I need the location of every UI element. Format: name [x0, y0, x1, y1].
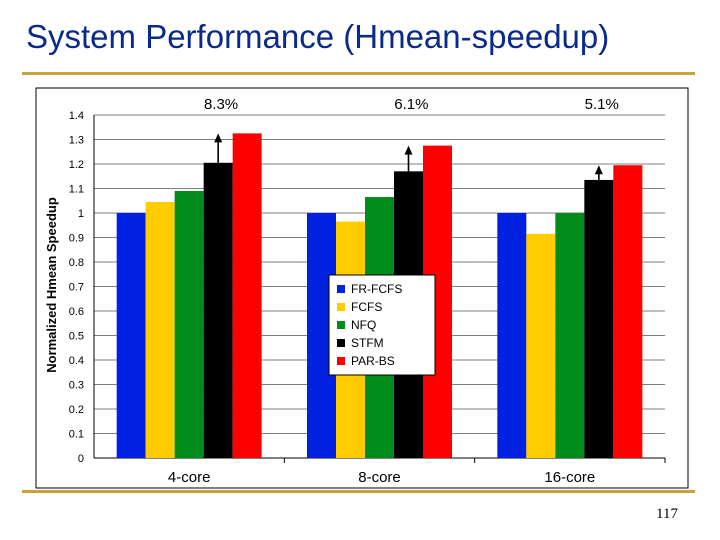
legend-entry: STFM	[351, 336, 384, 350]
bar	[232, 133, 262, 458]
y-tick-label: 0.1	[69, 429, 84, 441]
y-tick-label: 0.7	[69, 282, 84, 294]
bar	[145, 201, 175, 458]
arrow-head	[404, 145, 413, 155]
arrow-head	[214, 133, 223, 143]
y-tick-label: 0.4	[69, 355, 84, 367]
bar	[116, 213, 146, 458]
improvement-label: 5.1%	[585, 96, 619, 113]
improvement-annotations: 8.3% 6.1% 5.1%	[204, 96, 619, 113]
legend-swatch	[337, 321, 345, 329]
legend-entry: FR-FCFS	[351, 282, 402, 296]
bar	[584, 179, 614, 459]
legend-entry: PAR-BS	[351, 354, 395, 368]
legend-entry: NFQ	[351, 318, 376, 332]
y-tick-label: 0.9	[69, 233, 84, 245]
bar	[497, 213, 527, 458]
bar	[613, 165, 643, 458]
page-number: 117	[656, 506, 678, 522]
y-tick-label: 1.1	[69, 184, 84, 196]
legend-swatch	[337, 357, 345, 365]
legend-swatch	[337, 303, 345, 311]
y-tick-label: 1.2	[69, 159, 84, 171]
legend-swatch	[337, 285, 345, 293]
y-tick-labels: 0 0.1 0.2 0.3 0.4 0.5 0.6 0.7 0.8 0.9 1 1.1 1.2 1.3 1.…	[69, 110, 84, 465]
arrow-head	[594, 165, 603, 175]
y-tick-label: 0.8	[69, 257, 84, 269]
y-tick-label: 1.3	[69, 135, 84, 147]
y-axis-label: Normalized Hmean Speedup	[44, 197, 59, 373]
bar	[526, 233, 556, 458]
improvement-label: 8.3%	[204, 96, 238, 113]
x-tick-label: 8-core	[358, 469, 401, 486]
legend: FR-FCFS FCFS NFQ STFM PAR-BS	[328, 274, 436, 376]
x-tick-labels: 4-core 8-core 16-core	[168, 469, 595, 486]
y-tick-label: 0.6	[69, 306, 84, 318]
improvement-label: 6.1%	[394, 96, 428, 113]
x-tick-label: 16-core	[544, 469, 595, 486]
bar	[174, 190, 204, 458]
y-tick-label: 0.3	[69, 380, 84, 392]
improvement-arrows	[214, 133, 603, 180]
x-tick-label: 4-core	[168, 469, 211, 486]
legend-entry: FCFS	[351, 300, 382, 314]
bar	[203, 162, 233, 458]
y-tick-label: 1.4	[69, 110, 84, 122]
y-tick-label: 1	[78, 208, 84, 220]
title-divider	[22, 72, 695, 75]
slide-title: System Performance (Hmean-speedup)	[26, 18, 610, 55]
y-tick-label: 0.5	[69, 331, 84, 343]
bar	[555, 213, 585, 458]
legend-swatch	[337, 339, 345, 347]
y-tick-label: 0.2	[69, 404, 84, 416]
legend-box	[328, 274, 436, 376]
footer-divider	[22, 490, 695, 493]
y-tick-label: 0	[78, 453, 84, 465]
bars	[116, 133, 643, 459]
